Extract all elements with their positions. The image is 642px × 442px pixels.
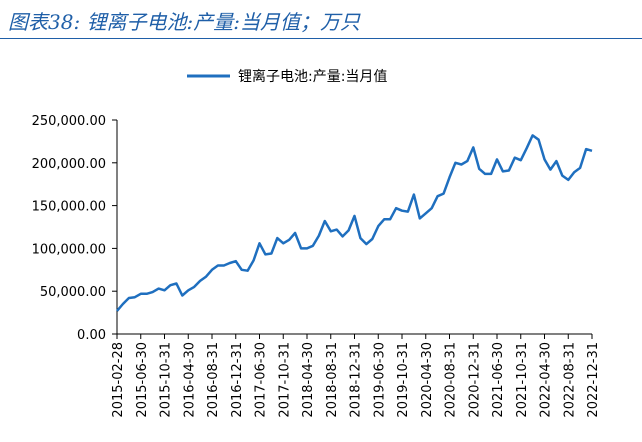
x-tick-label: 2019-10-31: [396, 342, 411, 418]
x-tick-label: 2020-08-31: [444, 342, 459, 418]
x-tick-label: 2020-04-30: [420, 342, 435, 418]
x-tick-label: 2021-10-31: [515, 342, 530, 418]
plot-area: [116, 134, 593, 312]
x-tick-label: 2018-04-30: [301, 342, 316, 418]
x-tick-label: 2017-06-30: [254, 342, 269, 418]
x-tick-label: 2022-12-31: [586, 342, 601, 418]
series-line: [116, 134, 593, 312]
x-tick-label: 2015-06-30: [135, 342, 150, 418]
x-tick-label: 2016-04-30: [182, 342, 197, 418]
y-tick-label: 0.00: [77, 328, 106, 343]
x-tick-label: 2022-08-31: [562, 342, 577, 418]
y-tick-label: 50,000.00: [40, 285, 106, 300]
x-tick-label: 2016-12-31: [230, 342, 245, 418]
x-tick-label: 2020-12-31: [467, 342, 482, 418]
x-tick-label: 2021-06-30: [491, 342, 506, 418]
x-tick-label: 2022-04-30: [539, 342, 554, 418]
x-tick-label: 2016-08-31: [206, 342, 221, 418]
y-tick-label: 150,000.00: [32, 200, 106, 215]
chart-legend: 锂离子电池:产量:当月值: [187, 68, 387, 85]
x-axis: 2015-02-28 2015-06-30 2015-10-31 2016-04-30…: [111, 333, 601, 418]
x-tick-label: 2017-10-31: [277, 342, 292, 418]
y-tick-label: 250,000.00: [32, 114, 106, 129]
chart-title: 图表38: 锂离子电池:产量:当月值；万只: [8, 10, 361, 34]
x-tick-label: 2015-02-28: [111, 342, 126, 418]
y-tick-label: 100,000.00: [32, 242, 106, 257]
x-tick-label: 2015-10-31: [159, 342, 174, 418]
x-tick-label: 2018-08-31: [325, 342, 340, 418]
title-underline: [0, 38, 642, 39]
x-tick-label: 2018-12-31: [349, 342, 364, 418]
x-tick-label: 2019-06-30: [372, 342, 387, 418]
y-tick-label: 200,000.00: [32, 157, 106, 172]
y-axis: 250,000.00 200,000.00 150,000.00 100,000.00…: [32, 114, 118, 343]
legend-label: 锂离子电池:产量:当月值: [238, 68, 387, 85]
